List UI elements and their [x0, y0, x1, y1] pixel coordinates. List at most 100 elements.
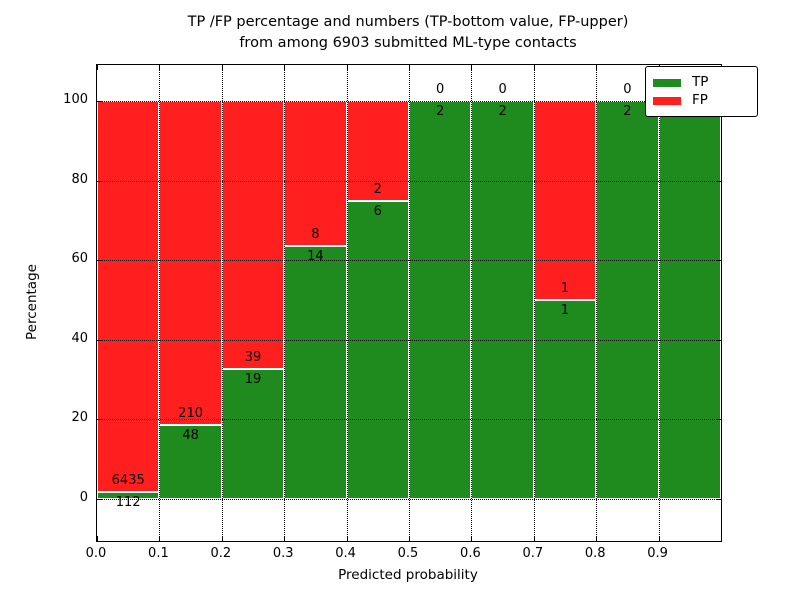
chart-title: TP /FP percentage and numbers (TP-bottom…	[96, 12, 720, 54]
x-tick-mark-top	[159, 65, 161, 70]
tp-count-label: 1	[560, 303, 570, 318]
fp-count-label: 1	[560, 281, 570, 296]
y-tick-mark-left	[97, 339, 102, 341]
fp-count-label: 2	[373, 181, 382, 197]
y-tick-mark-right	[716, 419, 721, 421]
legend-swatch-tp	[653, 78, 681, 87]
bar-segment-tp-0.9-1.0	[658, 101, 721, 499]
legend-entry-tp: TP	[653, 74, 749, 91]
fp-count-label: 39	[244, 349, 262, 365]
bar-segment-tp-0.8-0.9	[596, 101, 659, 499]
x-tick-mark-top	[471, 65, 473, 70]
x-tick-mark-top	[284, 65, 286, 70]
plot-area: 6435112210483919814260202110202	[96, 64, 722, 542]
fp-count-label: 210	[178, 405, 203, 421]
bar-segment-tp-0.6-0.7	[471, 101, 534, 499]
x-tick-mark-top	[221, 65, 223, 70]
x-tick-label-0.2: 0.2	[210, 546, 232, 561]
fp-count-label: 0	[623, 82, 632, 97]
y-tick-mark-left	[97, 260, 102, 262]
y-tick-label-80: 80	[71, 171, 88, 187]
x-tick-label-0.5: 0.5	[397, 546, 419, 561]
y-tick-label-40: 40	[71, 330, 88, 346]
x-tick-label-0.7: 0.7	[522, 546, 544, 561]
y-tick-label-0: 0	[79, 490, 88, 505]
x-tick-mark-bottom	[471, 536, 473, 541]
gridline-x-0.9	[658, 65, 660, 541]
bar-segment-fp-0.0-0.1	[97, 101, 160, 493]
bar-segment-fp-0.3-0.4	[284, 101, 347, 246]
x-tick-mark-bottom	[97, 536, 98, 541]
y-tick-mark-right	[716, 499, 721, 500]
tp-count-label: 2	[623, 104, 632, 119]
x-tick-mark-bottom	[658, 536, 660, 541]
gridline-x-0.3	[284, 65, 286, 541]
x-tick-label-0.9: 0.9	[647, 546, 668, 561]
x-axis-label: Predicted probability	[338, 567, 478, 583]
legend-swatch-fp	[653, 96, 681, 105]
gridline-x-0.6	[471, 65, 473, 541]
legend-entry-fp: FP	[653, 92, 749, 109]
x-tick-mark-top	[533, 65, 535, 70]
x-tick-mark-bottom	[159, 536, 161, 541]
chart-title-line2: from among 6903 submitted ML-type contac…	[239, 35, 577, 51]
bar-segment-tp-0.2-0.3	[221, 368, 285, 499]
bar-segment-fp-0.7-0.8	[533, 101, 597, 300]
x-tick-mark-bottom	[284, 536, 286, 541]
bar-segment-tp-0.4-0.5	[346, 200, 409, 499]
y-tick-mark-left	[97, 419, 102, 421]
x-tick-label-0.4: 0.4	[335, 546, 356, 561]
bar-segment-tp-0.5-0.6	[409, 101, 472, 499]
tp-count-label: 48	[182, 427, 199, 443]
gridline-x-0.2	[221, 65, 223, 541]
y-tick-label-20: 20	[71, 410, 88, 426]
x-tick-mark-top	[97, 65, 98, 70]
y-tick-mark-right	[716, 260, 721, 262]
bar-segment-fp-0.4-0.5	[346, 101, 409, 201]
fp-count-label: 0	[498, 82, 507, 97]
y-tick-mark-left	[97, 499, 102, 500]
tp-count-label: 6	[373, 203, 382, 219]
tp-count-label: 19	[244, 371, 262, 387]
tp-count-label: 14	[307, 248, 324, 264]
x-tick-mark-bottom	[409, 536, 410, 541]
legend-label-tp: TP	[692, 74, 709, 90]
x-tick-mark-bottom	[596, 536, 598, 541]
legend-label-fp: FP	[692, 92, 708, 108]
y-tick-mark-right	[716, 180, 721, 182]
x-tick-mark-top	[596, 65, 598, 70]
gridline-x-0.7	[533, 65, 535, 541]
x-tick-label-0.3: 0.3	[272, 546, 294, 561]
x-tick-mark-bottom	[533, 536, 535, 541]
bar-segment-fp-0.1-0.2	[159, 101, 222, 425]
x-tick-label-0.6: 0.6	[460, 546, 481, 561]
bar-segment-tp-0.3-0.4	[284, 245, 347, 499]
fp-count-label: 6435	[111, 473, 145, 489]
chart-title-line1: TP /FP percentage and numbers (TP-bottom…	[187, 14, 629, 30]
bar-segment-tp-0.7-0.8	[533, 300, 597, 499]
tp-count-label: 2	[436, 104, 445, 119]
x-tick-mark-top	[346, 65, 348, 70]
y-tick-label-100: 100	[63, 92, 88, 107]
gridline-x-0.8	[596, 65, 598, 541]
legend: TP FP	[645, 66, 758, 117]
y-tick-mark-left	[97, 180, 102, 182]
x-tick-mark-bottom	[221, 536, 223, 541]
gridline-x-0.4	[346, 65, 348, 541]
x-tick-label-0.0: 0.0	[85, 546, 107, 561]
fp-count-label: 8	[311, 226, 320, 242]
fp-count-label: 0	[436, 82, 445, 97]
bar-segment-tp-0.0-0.1	[97, 492, 160, 499]
x-tick-label-0.1: 0.1	[148, 546, 169, 561]
y-tick-label-60: 60	[71, 251, 88, 267]
x-tick-mark-top	[409, 65, 410, 70]
tp-count-label: 112	[115, 495, 141, 511]
y-axis-label: Percentage	[24, 264, 40, 340]
x-tick-mark-bottom	[346, 536, 348, 541]
tp-count-label: 2	[498, 104, 507, 119]
y-tick-mark-right	[716, 339, 721, 341]
gridline-x-0.5	[409, 65, 410, 541]
x-tick-label-0.8: 0.8	[584, 546, 606, 561]
y-tick-mark-left	[97, 101, 102, 102]
